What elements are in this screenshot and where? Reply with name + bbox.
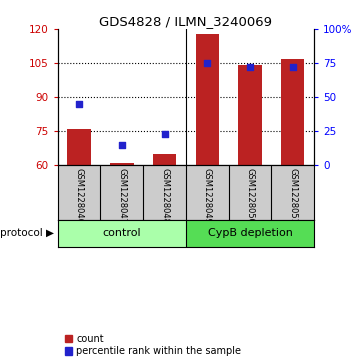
Text: GSM1228049: GSM1228049 (203, 168, 212, 224)
Bar (238, 65, 262, 165)
Bar (196, 33, 219, 165)
Title: GDS4828 / ILMN_3240069: GDS4828 / ILMN_3240069 (99, 15, 273, 28)
Bar (58, 220, 186, 247)
Text: GSM1228050: GSM1228050 (245, 168, 255, 224)
Text: GSM1228048: GSM1228048 (160, 168, 169, 224)
Bar (186, 220, 314, 247)
Text: GSM1228051: GSM1228051 (288, 168, 297, 224)
Text: protocol ▶: protocol ▶ (0, 228, 54, 238)
Bar (281, 58, 304, 165)
Point (162, 131, 168, 137)
Bar (110, 163, 134, 165)
Bar (153, 154, 176, 165)
Point (290, 64, 296, 70)
Text: CypB depletion: CypB depletion (208, 228, 292, 238)
Text: GSM1228047: GSM1228047 (117, 168, 126, 224)
Point (76, 101, 82, 107)
Text: GSM1228046: GSM1228046 (75, 168, 84, 224)
Point (247, 64, 253, 70)
Bar (68, 129, 91, 165)
Text: control: control (103, 228, 141, 238)
Point (119, 142, 125, 148)
Point (204, 60, 210, 66)
Legend: count, percentile rank within the sample: count, percentile rank within the sample (62, 332, 243, 358)
